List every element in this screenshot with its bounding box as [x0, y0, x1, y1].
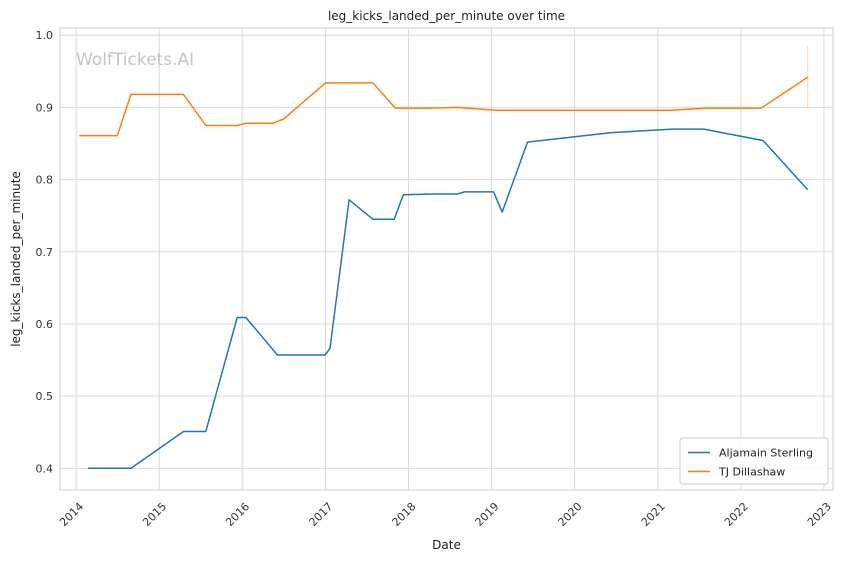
y-tick-label-0-8: 0.8	[36, 174, 54, 187]
legend-box	[679, 437, 829, 485]
legend-label-aljamain-sterling: Aljamain Sterling	[719, 447, 813, 460]
y-tick-label-0-6: 0.6	[36, 318, 54, 331]
watermark: WolfTickets.AI	[76, 50, 194, 70]
legend: Aljamain Sterling TJ Dillashaw	[679, 437, 829, 485]
y-tick-label-0-4: 0.4	[36, 462, 54, 475]
series-line-tj-dillashaw	[79, 76, 809, 137]
series-lines	[79, 46, 809, 470]
series-line-aljamain-sterling	[88, 128, 809, 470]
chart-title: leg_kicks_landed_per_minute over time	[328, 9, 565, 23]
legend-label-tj-dillashaw: TJ Dillashaw	[718, 466, 785, 479]
y-tick-label-0-5: 0.5	[36, 390, 54, 403]
plot-area	[59, 27, 834, 491]
y-tick-label-0-7: 0.7	[36, 246, 54, 259]
y-tick-label-1-0: 1.0	[36, 29, 54, 42]
y-tick-label-0-9: 0.9	[36, 101, 54, 114]
y-axis-title: leg_kicks_landed_per_minute	[9, 171, 23, 347]
x-axis-title: Date	[432, 538, 461, 552]
